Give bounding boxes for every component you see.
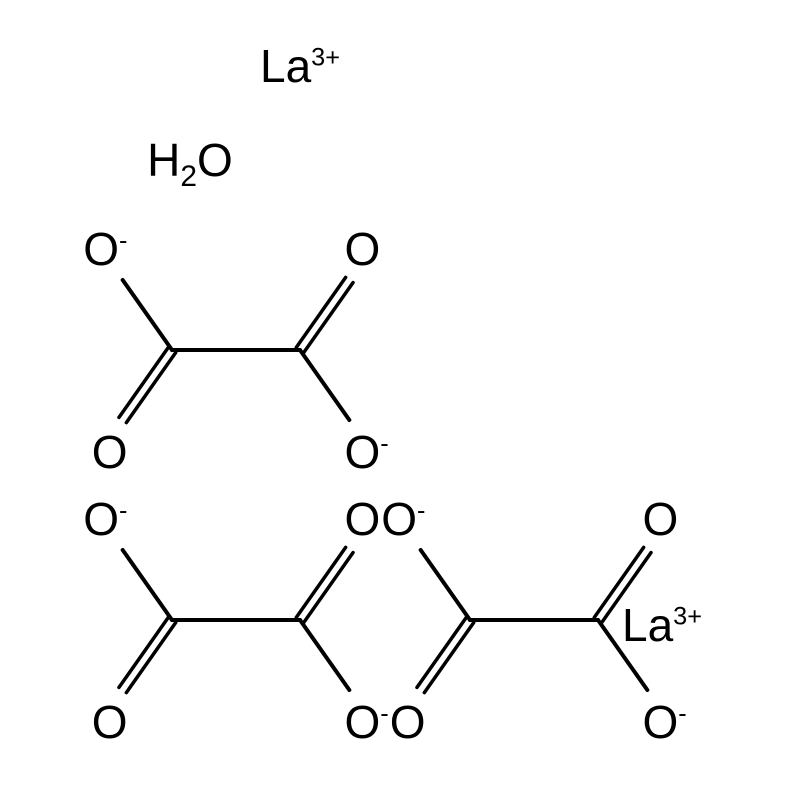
label-layer: O-OOO-O-OOO-O-OOO-La3+La3+H2O (0, 0, 800, 800)
oxygen-anion-label: O- (643, 699, 687, 745)
water-molecule-label: H2O (147, 137, 233, 183)
oxygen-anion-label: O- (381, 496, 425, 542)
oxygen-label: O (390, 699, 426, 745)
lanthanum-cation-label: La3+ (622, 602, 702, 648)
oxygen-anion-label: O- (83, 496, 127, 542)
oxygen-anion-label: O- (345, 429, 389, 475)
oxygen-label: O (643, 496, 679, 542)
oxygen-label: O (92, 429, 128, 475)
oxygen-anion-label: O- (345, 699, 389, 745)
oxygen-label: O (92, 699, 128, 745)
oxygen-anion-label: O- (83, 226, 127, 272)
oxygen-label: O (345, 496, 381, 542)
oxygen-label: O (345, 226, 381, 272)
lanthanum-cation-label: La3+ (260, 43, 340, 89)
